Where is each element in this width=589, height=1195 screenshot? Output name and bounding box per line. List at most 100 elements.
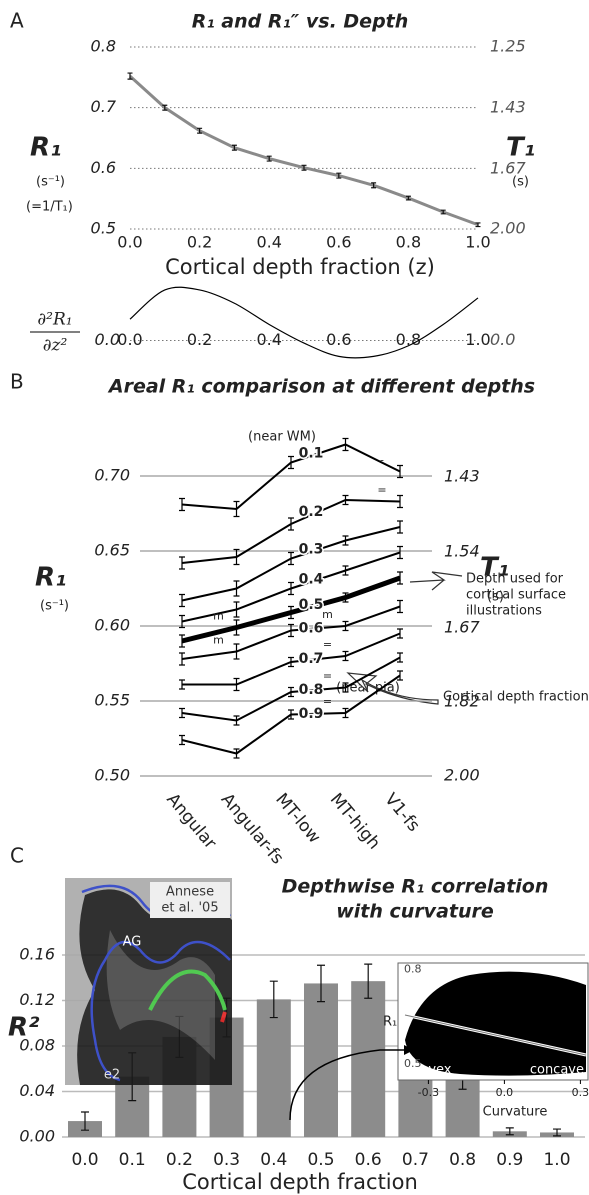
annotation: illustrations <box>466 604 542 619</box>
inset-scatter: convex concave R₁ Curvature 0.5 0.8 -0.3 0.… <box>289 962 589 1121</box>
y-axis-label: R₁ <box>30 133 61 163</box>
panel-b: Areal R₁ comparison at different depths … <box>35 376 589 869</box>
x-tick-label: 0.4 <box>256 233 281 252</box>
panel-c: Depthwise R₁ correlation with curvature … <box>8 876 589 1195</box>
error-bar <box>288 455 294 470</box>
x-tick-label: 1.0 <box>465 330 490 349</box>
y-tick-label: 0.04 <box>19 1081 55 1100</box>
error-bar <box>397 464 403 479</box>
data-line <box>128 75 479 227</box>
bar <box>351 981 386 1137</box>
x-tick-label: 0.8 <box>396 330 421 349</box>
x-tick-label: MT-high <box>326 790 384 854</box>
series-label: 0.7 <box>299 651 324 667</box>
image-label: AG <box>123 935 142 950</box>
error-bar <box>342 707 349 719</box>
error-bar <box>179 734 185 746</box>
error-bar <box>397 628 403 639</box>
error-bar <box>371 182 377 189</box>
x-tick-label: 0.2 <box>187 330 212 349</box>
error-bar <box>317 964 325 1003</box>
annotation: cortical surface <box>466 588 566 603</box>
error-bar <box>397 571 403 585</box>
x-tick-label: Angular <box>162 790 220 853</box>
data-line <box>129 286 479 359</box>
error-bar <box>179 634 185 648</box>
y-tick-label: 0.5 <box>91 219 116 238</box>
y-tick-label: 0.55 <box>94 691 130 710</box>
chart-title: R₁ and R₁″ vs. Depth <box>192 11 409 33</box>
error-bar <box>179 679 185 690</box>
series-label: 0.9 <box>299 706 324 722</box>
y-tick-label: 0.8 <box>91 37 116 56</box>
y-axis-unit: (s⁻¹) <box>40 599 69 614</box>
x-tick-label: 1.0 <box>543 1150 570 1170</box>
y2-tick-label: 1.67 <box>490 159 526 178</box>
significance-label: = <box>377 484 386 497</box>
overlay: 0.00 0.04 0.08 0.12 0.16 0.0 0.1 0.2 0.3 0.4 0.5 0.… <box>19 945 570 1171</box>
x-tick-label: 0.3 <box>213 1150 240 1170</box>
y2-axis-label: T₁ <box>506 133 535 163</box>
y2-axis-unit: (s) <box>487 590 504 605</box>
error-bar <box>162 104 168 111</box>
x-tick-label: 0.4 <box>256 330 281 349</box>
error-bar <box>397 545 403 560</box>
series-label: 0.4 <box>299 572 324 588</box>
significance-label: m <box>322 608 333 621</box>
credit-box <box>150 882 230 918</box>
y2-tick-label: 0.0 <box>490 330 515 349</box>
y-tick-label: 0.7 <box>91 97 117 116</box>
inset-x-label: Curvature <box>483 1105 548 1120</box>
image-credit: Annese <box>166 885 214 900</box>
error-bar <box>179 707 185 719</box>
y-axis-unit: (s⁻¹) <box>36 175 65 190</box>
error-bar <box>288 686 294 698</box>
y2-tick-label: 1.25 <box>490 37 526 56</box>
outline <box>148 969 227 1011</box>
error-bar <box>288 551 294 566</box>
series-label: 0.3 <box>299 542 324 558</box>
fit-line <box>404 1014 587 1056</box>
significance-label: m <box>213 610 224 623</box>
series-label: 0.8 <box>299 682 324 698</box>
inset-y-label: R₁ <box>383 1015 397 1030</box>
series-label: 0.6 <box>299 620 324 636</box>
y-axis-label-denominator: ∂z² <box>43 336 68 356</box>
chart-title: with curvature <box>336 901 494 923</box>
y-tick-label: 0.6 <box>91 158 116 177</box>
x-tick-label: 0.5 <box>307 1150 334 1170</box>
error-bar <box>397 652 403 663</box>
x-tick-label: 0.6 <box>326 233 351 252</box>
error-bar <box>397 670 403 681</box>
x-tick-label: 0.6 <box>355 1150 382 1170</box>
inset-image: Annese et al. '05 AG e2 <box>65 878 233 1085</box>
y2-tick-label: 1.82 <box>444 691 480 710</box>
error-bar <box>342 682 349 693</box>
series-label: 0.2 <box>299 504 324 520</box>
error-bar <box>475 222 481 228</box>
error-bar <box>233 619 240 636</box>
error-bar <box>266 155 272 162</box>
annotation: (near WM) <box>248 430 316 445</box>
x-axis-label: Cortical depth fraction <box>182 1170 418 1194</box>
arrow <box>289 1049 405 1121</box>
y2-axis-unit: (s) <box>512 175 529 190</box>
series-label: 0.1 <box>299 446 324 462</box>
error-bar <box>179 614 185 629</box>
y2-tick-label: 2.00 <box>444 766 480 785</box>
error-bar <box>397 494 403 509</box>
scatter-cloud <box>405 971 586 1076</box>
y2-tick-label: 1.67 <box>444 617 480 636</box>
panel-label: C <box>10 844 24 868</box>
error-bar <box>342 565 349 576</box>
error-bar <box>179 593 185 608</box>
panel-a: R₁ and R₁″ vs. Depth R₁ (s⁻¹) (=1/T₁) T₁… <box>26 11 535 359</box>
error-bar <box>336 172 342 179</box>
error-bar <box>233 715 240 726</box>
x-tick-label: 0.8 <box>449 1150 476 1170</box>
significance-label: m <box>213 634 224 647</box>
inset-label: concave <box>530 1063 584 1078</box>
error-bar <box>364 963 373 999</box>
x-tick-label: 0.9 <box>496 1150 523 1170</box>
